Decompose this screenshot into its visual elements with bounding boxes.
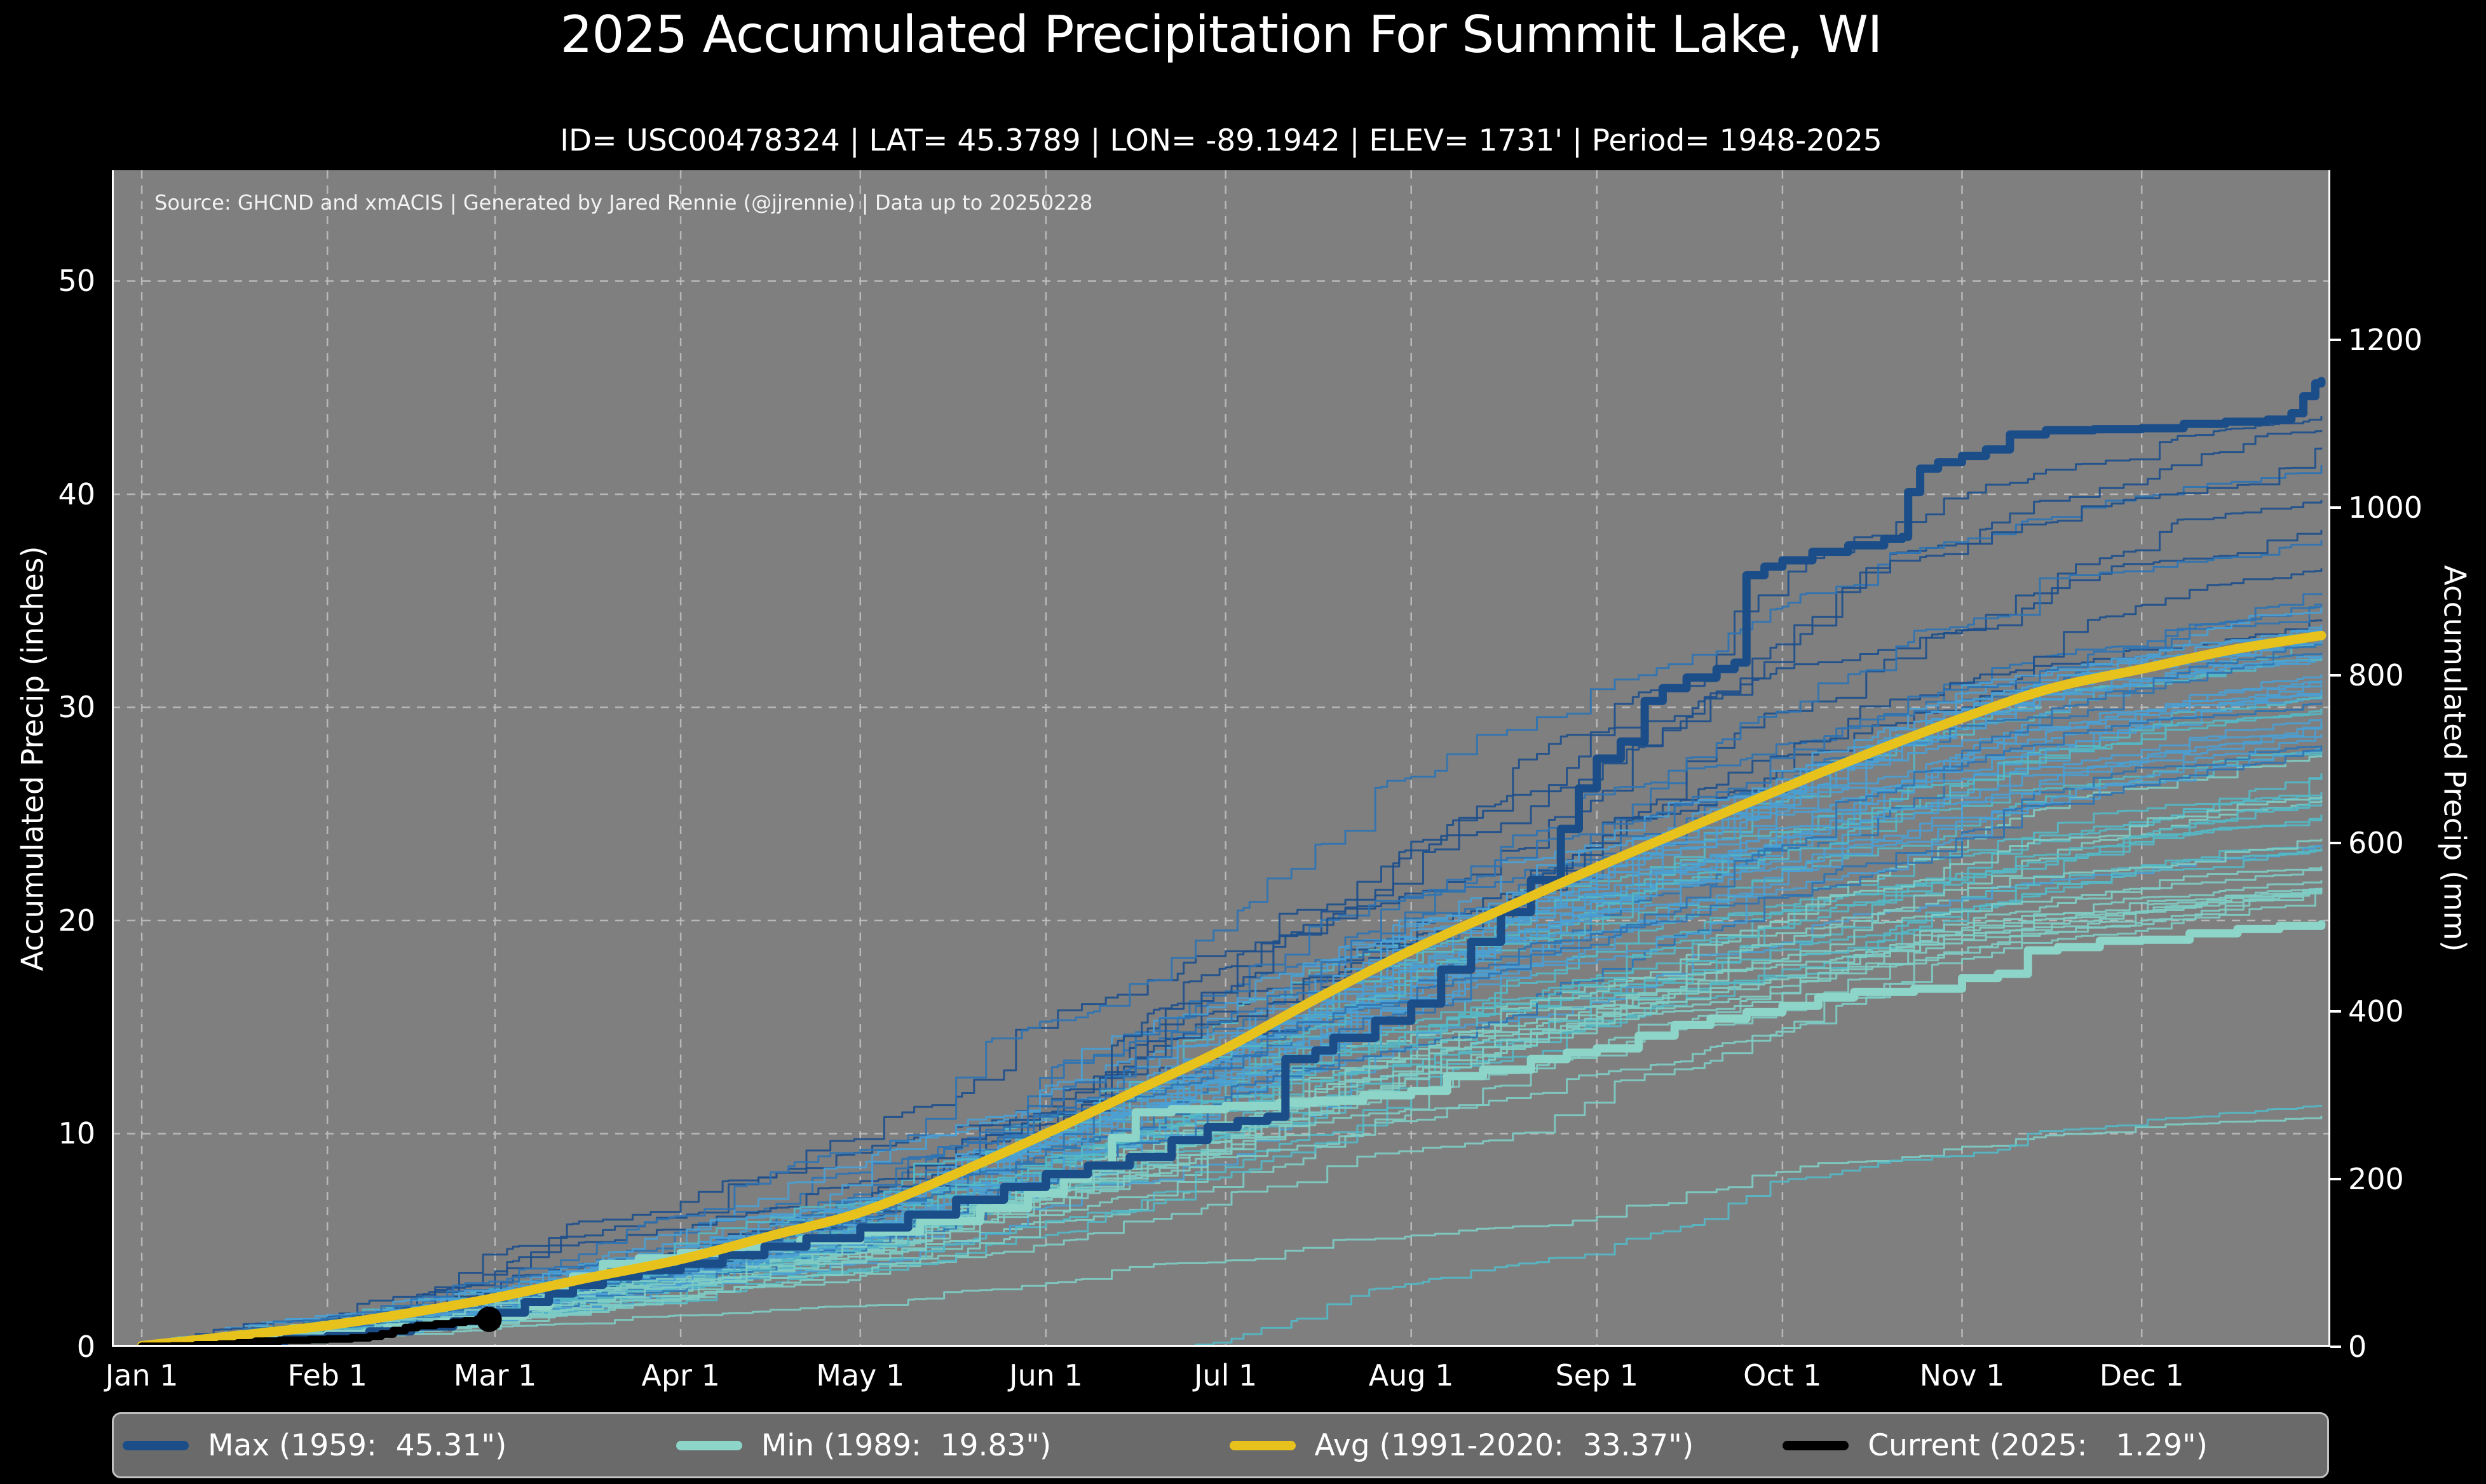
ensemble-year-line (140, 464, 2323, 1347)
y-tick-mark-mm (2330, 842, 2341, 845)
x-tick-label: Nov 1 (1919, 1358, 2005, 1393)
ensemble-year-line (140, 499, 2323, 1347)
legend-item: Min (1989: 19.83") (667, 1428, 1221, 1463)
x-tick-label: Jul 1 (1193, 1358, 1258, 1393)
legend-label: Max (1959: 45.31") (208, 1427, 507, 1463)
ensemble-year-line (140, 593, 2323, 1347)
y-tick-mark-mm (2330, 506, 2341, 509)
y-tick-label-mm: 600 (2348, 826, 2404, 861)
legend-item: Current (2025: 1.29") (1774, 1428, 2327, 1463)
legend-item: Max (1959: 45.31") (114, 1428, 667, 1463)
legend-label: Avg (1991-2020: 33.37") (1314, 1427, 1694, 1463)
legend-swatch (676, 1440, 742, 1450)
y-tick-label-inches: 20 (58, 903, 95, 938)
y-tick-label-mm: 200 (2348, 1161, 2404, 1196)
legend-swatch (1783, 1440, 1849, 1450)
ensemble-year-line (140, 887, 2323, 1347)
ensemble-year-line (140, 415, 2323, 1347)
x-tick-label: Aug 1 (1368, 1358, 1454, 1393)
y-tick-mark-mm (2330, 1009, 2341, 1013)
x-tick-label: Sep 1 (1555, 1358, 1639, 1393)
source-note: Source: GHCND and xmACIS | Generated by … (154, 191, 1093, 215)
y-tick-label-inches: 40 (58, 476, 95, 511)
legend-label: Current (2025: 1.29") (1868, 1427, 2208, 1463)
y-tick-label-mm: 400 (2348, 994, 2404, 1029)
y-tick-label-mm: 1200 (2348, 322, 2423, 357)
y-tick-label-inches: 30 (58, 690, 95, 725)
y-tick-label-mm: 800 (2348, 658, 2404, 693)
legend: Max (1959: 45.31") Min (1989: 19.83") Avg … (112, 1412, 2329, 1478)
x-tick-label: Jun 1 (1009, 1358, 1083, 1393)
legend-item: Avg (1991-2020: 33.37") (1221, 1428, 1774, 1463)
ensemble-year-line (140, 887, 2323, 1347)
ensemble-year-line (140, 619, 2323, 1347)
x-tick-label: Feb 1 (287, 1358, 367, 1393)
ensemble-year-line (140, 887, 2323, 1347)
x-tick-label: Mar 1 (453, 1358, 537, 1393)
avg-line (137, 630, 2326, 1347)
x-tick-label: Jan 1 (105, 1358, 179, 1393)
x-tick-label: Apr 1 (641, 1358, 720, 1393)
ensemble-year-line (140, 887, 2323, 1347)
ensemble-year-line (140, 643, 2323, 1347)
ensemble-year-line (140, 887, 2323, 1347)
ensemble-year-line (140, 708, 2323, 1347)
legend-label: Min (1989: 19.83") (761, 1427, 1052, 1463)
plot-area (112, 170, 2330, 1347)
x-tick-label: May 1 (816, 1358, 905, 1393)
ensemble-year-line (140, 447, 2323, 1347)
y-tick-mark-mm (2330, 674, 2341, 677)
ensemble-year-line (140, 529, 2323, 1347)
chart-title: 2025 Accumulated Precipitation For Summi… (560, 5, 1883, 64)
precip-chart-svg (112, 170, 2330, 1347)
x-tick-label: Dec 1 (2099, 1358, 2184, 1393)
ensemble-year-line (140, 624, 2323, 1347)
current-end-dot (476, 1306, 502, 1332)
y-tick-label-inches: 10 (58, 1116, 95, 1151)
ensemble-year-line (140, 887, 2323, 1347)
chart-subtitle: ID= USC00478324 | LAT= 45.3789 | LON= -8… (560, 123, 1882, 158)
right-axis-title: Accumulated Precip (mm) (2436, 565, 2472, 952)
max-line (137, 377, 2326, 1347)
y-tick-mark-mm (2330, 338, 2341, 341)
legend-swatch (1229, 1440, 1296, 1450)
x-tick-label: Oct 1 (1743, 1358, 1822, 1393)
ensemble-year-line (140, 887, 2323, 1347)
ensemble-year-line (140, 643, 2323, 1347)
ensemble-year-line (140, 702, 2323, 1347)
y-tick-label-inches: 0 (76, 1330, 95, 1364)
y-tick-mark-mm (2330, 1177, 2341, 1180)
ensemble-year-line (1188, 1105, 2323, 1347)
legend-swatch (123, 1440, 189, 1450)
y-tick-label-inches: 50 (58, 264, 95, 299)
current-line (138, 1315, 493, 1347)
y-tick-label-mm: 0 (2348, 1330, 2367, 1364)
y-tick-mark-mm (2330, 1346, 2341, 1348)
y-tick-label-mm: 1000 (2348, 490, 2423, 525)
ensemble-year-line (140, 887, 2323, 1347)
ensemble-year-line (140, 721, 2323, 1347)
